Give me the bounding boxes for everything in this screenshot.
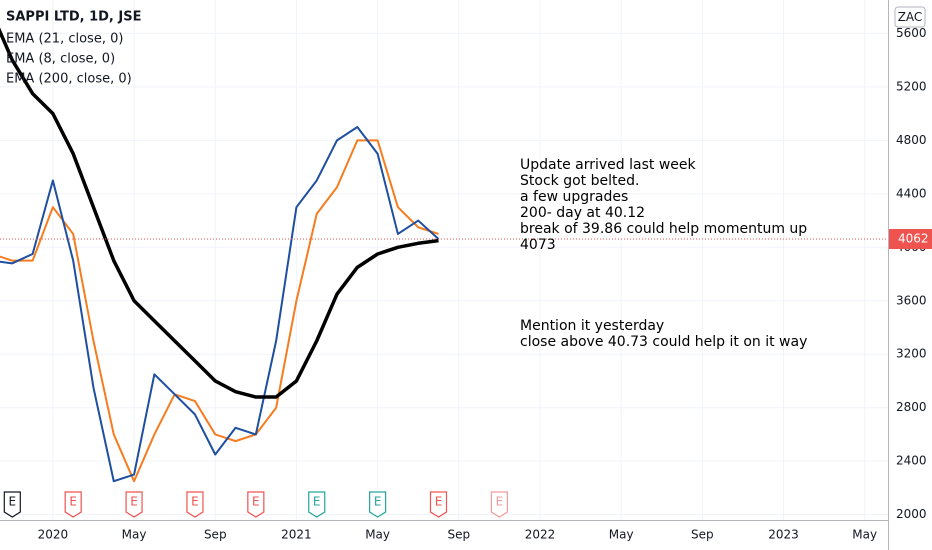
annotation: Stock got belted. [520, 173, 639, 189]
earnings-label: E [435, 495, 443, 509]
x-tick-label: 2023 [768, 528, 799, 542]
legend-entry: EMA (200, close, 0) [6, 72, 132, 87]
currency-box [894, 6, 926, 28]
earnings-badge [125, 491, 143, 518]
x-tick-label: May [365, 528, 390, 542]
x-tick-label: May [122, 528, 147, 542]
annotation: a few upgrades [520, 189, 628, 205]
chart-title: SAPPI LTD, 1D, JSE [6, 10, 141, 25]
earnings-label: E [313, 495, 321, 509]
annotation: Mention it yesterday [520, 318, 664, 334]
grid [0, 0, 888, 520]
earnings-badge [490, 491, 508, 518]
y-tick-label: 4800 [896, 133, 927, 147]
series-line [0, 27, 439, 399]
earnings-badge [429, 491, 448, 518]
overlay: 2000240028003200360040004400480052005600… [3, 26, 932, 542]
x-tick-label: Sep [204, 528, 227, 542]
y-tick-label: 4400 [896, 186, 927, 200]
x-tick-label: Sep [691, 528, 714, 542]
earnings-badge [308, 491, 326, 518]
currency: ZAC [898, 10, 923, 24]
annotation: break of 39.86 could help momentum up [520, 221, 807, 237]
earnings-badge [247, 491, 265, 518]
y-tick-label: 5200 [896, 79, 927, 93]
earnings-badge [186, 491, 204, 518]
earnings-label: E [8, 495, 16, 509]
x-tick-label: 2020 [38, 528, 69, 542]
earnings-badge [369, 491, 387, 518]
annotation: Update arrived last week [520, 157, 697, 173]
legend-entry: EMA (21, close, 0) [6, 32, 123, 47]
legend-entry: EMA (8, close, 0) [6, 52, 115, 67]
earnings-label: E [69, 495, 77, 509]
earnings-label: E [252, 495, 260, 509]
y-tick-label: 5600 [896, 26, 927, 40]
annotation: 200- day at 40.12 [520, 205, 645, 221]
earnings-label: E [496, 495, 504, 509]
x-tick-label: 2021 [281, 528, 312, 542]
last-price-box [889, 229, 932, 250]
y-tick-label: 3200 [896, 347, 927, 361]
y-tick-label: 3600 [896, 293, 927, 307]
x-tick-label: Sep [447, 528, 470, 542]
annotation: close above 40.73 could help it on it wa… [520, 334, 807, 350]
earnings-label: E [374, 495, 382, 509]
last-price-label: 4062 [898, 232, 929, 246]
series-line [0, 139, 439, 483]
earnings-label: E [191, 495, 199, 509]
earnings-label: E [130, 495, 138, 509]
x-tick-label: 2022 [525, 528, 556, 542]
y-tick-label: 2800 [896, 400, 927, 414]
annotation: 4073 [520, 237, 556, 253]
y-tick-label: 2000 [896, 507, 927, 521]
x-tick-label: May [852, 528, 877, 542]
earnings-badge [64, 491, 82, 518]
x-tick-label: May [609, 528, 634, 542]
series-line [0, 125, 440, 483]
y-tick-label: 2400 [896, 454, 927, 468]
earnings-badge [3, 491, 21, 518]
plot [0, 27, 888, 483]
price-axis-bg [888, 0, 932, 550]
time-axis-bg [0, 520, 932, 550]
